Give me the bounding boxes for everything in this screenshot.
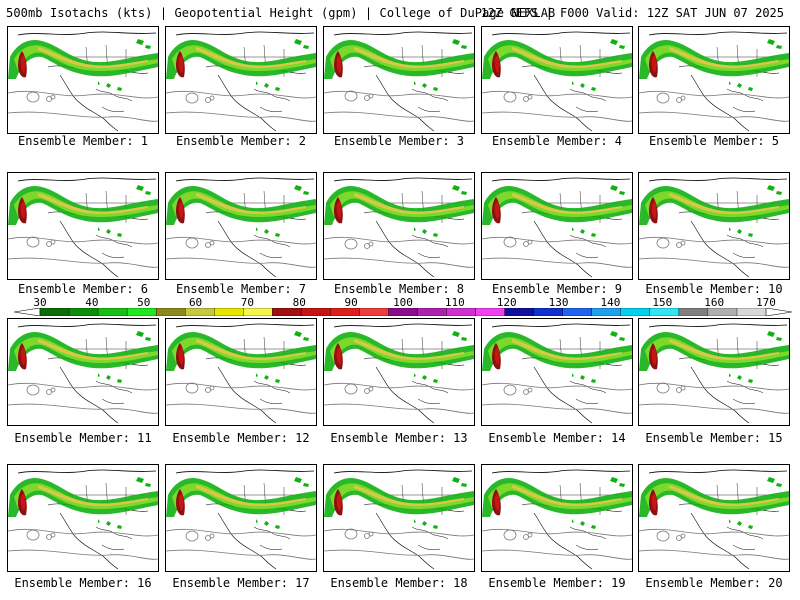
ensemble-member-map (638, 464, 790, 572)
ensemble-member-map (7, 318, 159, 426)
colorbar-segment (649, 308, 680, 316)
colorbar-segment (155, 308, 186, 316)
ensemble-member-label: Ensemble Member: 4 (491, 134, 623, 148)
colorbar-segment (214, 308, 244, 316)
colorbar-segment (301, 308, 331, 316)
colorbar-segment (562, 308, 593, 316)
colorbar-tick-label: 150 (652, 296, 673, 309)
ensemble-member-map (638, 172, 790, 280)
colorbar-tick-label: 100 (393, 296, 413, 309)
ensemble-member-label: Ensemble Member: 1 (17, 134, 149, 148)
colorbar-tick-label: 130 (548, 296, 569, 309)
ensemble-member-label: Ensemble Member: 14 (488, 431, 626, 445)
colorbar-tick-label: 90 (344, 296, 358, 309)
ensemble-member-map (7, 464, 159, 572)
colorbar-segment (243, 308, 273, 316)
ensemble-member-map (481, 318, 633, 426)
colorbar-segment (707, 308, 738, 316)
colorbar-min-arrow (14, 308, 41, 316)
colorbar-segment (39, 308, 70, 316)
ensemble-member-label: Ensemble Member: 18 (330, 576, 468, 590)
colorbar-segment (417, 308, 448, 316)
ensemble-member-map (638, 26, 790, 134)
colorbar-segment (388, 308, 419, 316)
colorbar-tick-label: 60 (188, 296, 203, 309)
ensemble-member-label: Ensemble Member: 19 (488, 576, 626, 590)
colorbar-segment (330, 308, 360, 316)
ensemble-member-map (481, 26, 633, 134)
ensemble-member-label: Ensemble Member: 16 (14, 576, 152, 590)
colorbar-tick-label: 110 (444, 296, 465, 309)
colorbar-segment (591, 308, 622, 316)
colorbar-segment (533, 308, 564, 316)
colorbar-tick-label: 170 (756, 296, 776, 309)
colorbar-segment (446, 308, 477, 316)
colorbar-tick-label: 50 (137, 296, 151, 309)
colorbar-segment (97, 308, 128, 316)
colorbar-segment (68, 308, 99, 316)
colorbar-segment (272, 308, 302, 316)
colorbar-tick-label: 30 (33, 296, 47, 309)
colorbar-tick-label: 140 (600, 296, 621, 309)
ensemble-member-map (638, 318, 790, 426)
colorbar-segment (184, 308, 215, 316)
model-run-info: 12Z GEFS | F000 Valid: 12Z SAT JUN 07 20… (480, 6, 784, 20)
ensemble-member-map (323, 464, 475, 572)
colorbar-tick-label: 70 (240, 296, 255, 309)
colorbar-segment (504, 308, 535, 316)
ensemble-member-label: Ensemble Member: 8 (333, 282, 465, 296)
colorbar-scale (14, 308, 792, 316)
ensemble-member-label: Ensemble Member: 20 (645, 576, 783, 590)
ensemble-member-map (165, 318, 317, 426)
colorbar-segment (475, 308, 506, 316)
ensemble-member-label: Ensemble Member: 2 (175, 134, 307, 148)
colorbar-tick-label: 40 (85, 296, 99, 309)
ensemble-member-map (323, 26, 475, 134)
ensemble-member-map (323, 318, 475, 426)
isotach-colorbar: 30 40 50 60 70 80 90 100 110 120 130 140 150 160 170 (14, 296, 792, 320)
ensemble-member-label: Ensemble Member: 5 (648, 134, 780, 148)
header-bar: 500mb Isotachs (kts) | Geopotential Heig… (0, 0, 800, 24)
colorbar-labels: 30 40 50 60 70 80 90 100 110 120 130 140 150 160 170 (14, 296, 792, 309)
ensemble-member-map (7, 172, 159, 280)
colorbar-tick-label: 80 (292, 296, 306, 309)
ensemble-member-map (323, 172, 475, 280)
ensemble-member-map (165, 464, 317, 572)
colorbar-max-arrow (765, 308, 792, 316)
colorbar-segment (736, 308, 767, 316)
ensemble-member-label: Ensemble Member: 9 (491, 282, 623, 296)
colorbar-segment (678, 308, 709, 316)
ensemble-member-label: Ensemble Member: 11 (14, 431, 152, 445)
ensemble-member-label: Ensemble Member: 13 (330, 431, 468, 445)
ensemble-member-label: Ensemble Member: 6 (17, 282, 149, 296)
ensemble-member-map (7, 26, 159, 134)
colorbar-segment (620, 308, 651, 316)
colorbar-tick-label: 120 (496, 296, 517, 309)
ensemble-member-label: Ensemble Member: 15 (645, 431, 783, 445)
ensemble-member-label: Ensemble Member: 3 (333, 134, 465, 148)
map-title: 500mb Isotachs (kts) | Geopotential Heig… (6, 6, 556, 20)
ensemble-member-map (165, 26, 317, 134)
ensemble-member-map (481, 464, 633, 572)
ensemble-member-label: Ensemble Member: 17 (172, 576, 310, 590)
ensemble-member-label: Ensemble Member: 12 (172, 431, 310, 445)
ensemble-member-map (481, 172, 633, 280)
colorbar-tick-label: 160 (704, 296, 725, 309)
ensemble-member-label: Ensemble Member: 7 (175, 282, 307, 296)
colorbar-segment (359, 308, 389, 316)
ensemble-member-label: Ensemble Member: 10 (645, 282, 783, 296)
colorbar-segment (126, 308, 157, 316)
ensemble-member-map (165, 172, 317, 280)
